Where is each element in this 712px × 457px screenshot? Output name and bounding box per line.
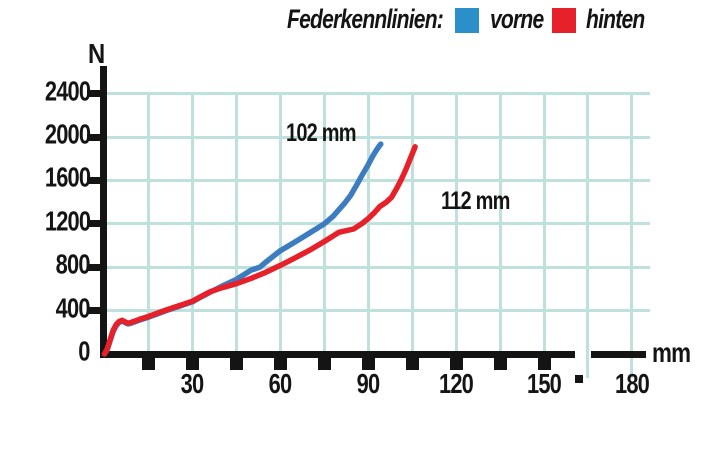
y-tick-label-0: 0: [78, 335, 91, 367]
y-tick-800: [87, 263, 102, 271]
grid-line-y-2400: [106, 92, 650, 96]
legend-swatch-vorne: [455, 8, 479, 33]
x-tick-45: [229, 358, 243, 370]
grid-line-y-1200: [106, 222, 650, 226]
x-tick-30: [185, 358, 199, 370]
x-axis-line: [100, 351, 575, 358]
y-tick-label-1600: 1600: [44, 162, 91, 194]
x-tick-90: [361, 358, 375, 370]
legend-label-vorne: vorne: [490, 4, 544, 34]
y-tick-2000: [87, 133, 102, 141]
grid-line-y-1600: [106, 178, 650, 182]
x-tick-label-60: 60: [268, 368, 293, 399]
y-tick-label-800: 800: [55, 248, 91, 280]
grid-line-y-400: [106, 309, 650, 313]
x-tick-label-150: 150: [526, 368, 562, 399]
grid-line-x-180: [630, 92, 634, 378]
y-tick-label-2400: 2400: [44, 75, 91, 107]
x-tick-135: [493, 358, 507, 370]
x-tick-60: [273, 358, 287, 370]
x-tick-label-180: 180: [614, 368, 650, 399]
x-axis-unit-label: mm: [652, 337, 691, 368]
x-axis-break-dot: [575, 375, 583, 383]
y-tick-label-1200: 1200: [44, 205, 91, 237]
y-tick-400: [87, 307, 102, 315]
y-tick-label-400: 400: [55, 292, 91, 324]
x-tick-75: [317, 358, 331, 370]
grid-line-x-165: [586, 92, 590, 378]
y-tick-1200: [87, 220, 102, 228]
curve-annotation-hinten: 112 mm: [440, 187, 510, 216]
x-tick-120: [449, 358, 463, 370]
y-axis-unit-label: N: [88, 38, 106, 69]
x-tick-label-120: 120: [439, 368, 474, 399]
grid-line-x-135: [498, 92, 502, 351]
y-axis-line: [100, 66, 107, 358]
x-tick-15: [141, 358, 155, 370]
grid-line-x-120: [454, 92, 458, 351]
grid-line-y-800: [106, 265, 650, 269]
x-tick-label-30: 30: [181, 368, 205, 399]
x-tick-150: [537, 358, 551, 370]
legend-title: Federkennlinien:: [287, 4, 444, 34]
y-tick-label-2000: 2000: [44, 118, 91, 150]
legend-label-hinten: hinten: [586, 4, 645, 34]
x-tick-label-90: 90: [356, 368, 381, 399]
curve-annotation-vorne: 102 mm: [286, 118, 357, 147]
y-tick-1600: [87, 176, 102, 184]
grid-line-y-2000: [106, 135, 650, 139]
y-tick-2400: [87, 90, 102, 98]
grid-line-x-150: [542, 92, 546, 351]
curve-vorne: [101, 141, 384, 357]
x-tick-105: [405, 358, 419, 370]
x-axis-line-end-segment: [591, 351, 646, 358]
legend-swatch-hinten: [552, 8, 576, 33]
